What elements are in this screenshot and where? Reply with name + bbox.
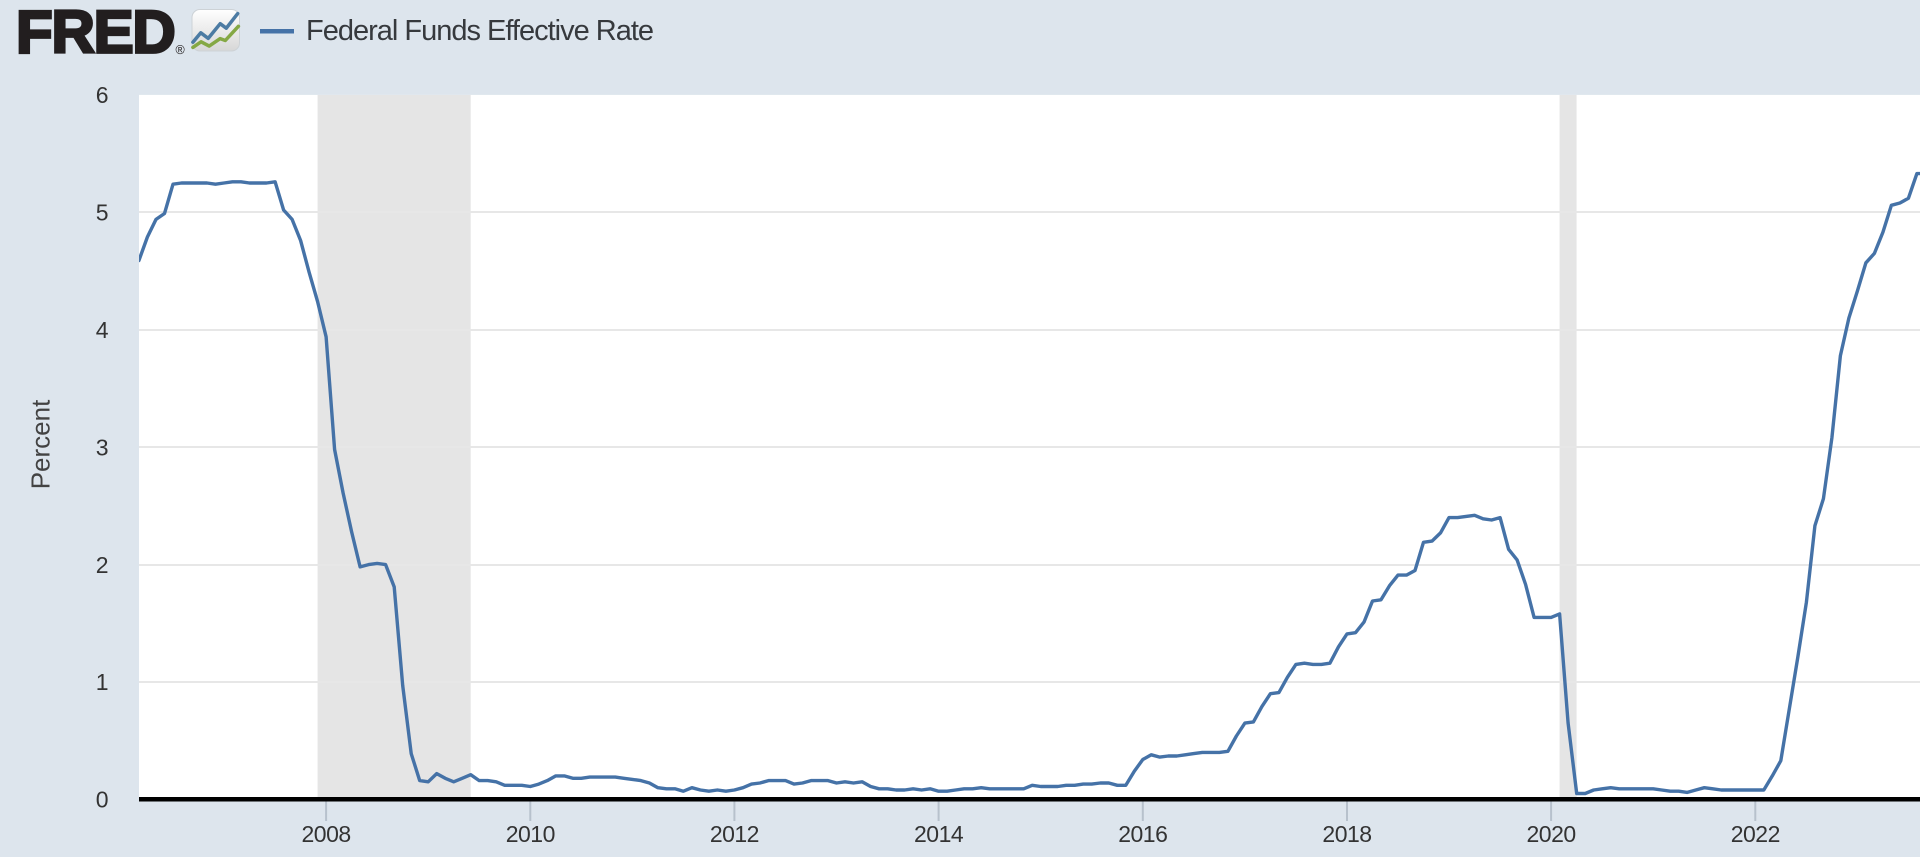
svg-text:1: 1: [96, 669, 109, 695]
svg-text:2018: 2018: [1322, 821, 1371, 847]
svg-text:FRED: FRED: [16, 0, 175, 66]
svg-text:Federal Funds Effective Rate: Federal Funds Effective Rate: [306, 15, 653, 47]
svg-text:2010: 2010: [506, 821, 555, 847]
svg-text:Percent: Percent: [26, 399, 56, 489]
svg-text:2012: 2012: [710, 821, 759, 847]
svg-text:6: 6: [96, 82, 109, 108]
svg-text:3: 3: [96, 434, 109, 460]
svg-text:5: 5: [96, 200, 109, 226]
svg-text:0: 0: [96, 787, 109, 813]
svg-text:2016: 2016: [1118, 821, 1167, 847]
svg-text:2020: 2020: [1527, 821, 1576, 847]
svg-text:2: 2: [96, 552, 109, 578]
svg-text:2008: 2008: [302, 821, 351, 847]
svg-text:2022: 2022: [1731, 821, 1780, 847]
svg-text:4: 4: [96, 317, 109, 343]
svg-text:®: ®: [176, 43, 186, 57]
svg-text:2014: 2014: [914, 821, 964, 847]
